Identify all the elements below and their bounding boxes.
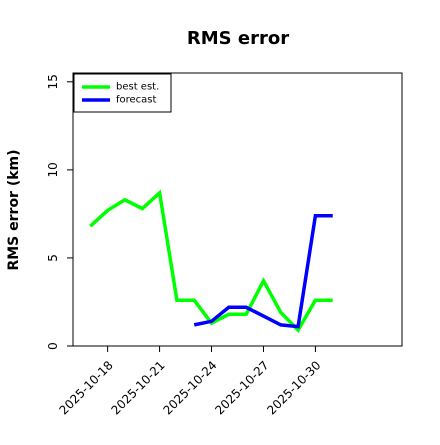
series-line-0 [89, 189, 333, 333]
y-axis-label: RMS error (km) [6, 149, 22, 270]
legend-box [73, 73, 172, 113]
plot-area [72, 72, 403, 347]
y-tick-label: 5 [46, 254, 60, 262]
y-tick-label: 10 [46, 162, 60, 177]
x-tick-label: 2025-10-27 [212, 358, 271, 417]
legend-label: forecast [116, 95, 157, 106]
x-tick-label: 2025-10-24 [160, 358, 219, 417]
legend-label: best est. [116, 82, 159, 93]
x-tick-label: 2025-10-18 [57, 358, 116, 417]
series-layer [89, 189, 333, 333]
y-tick-label: 0 [46, 342, 60, 350]
plot-frame [72, 72, 403, 347]
chart-title: RMS error [187, 28, 289, 49]
legend: best est. forecast [73, 73, 172, 113]
y-tick-label: 15 [46, 74, 60, 89]
x-tick-label: 2025-10-21 [108, 358, 167, 417]
x-tick-label: 2025-10-30 [264, 358, 323, 417]
series-line-1 [193, 213, 333, 329]
